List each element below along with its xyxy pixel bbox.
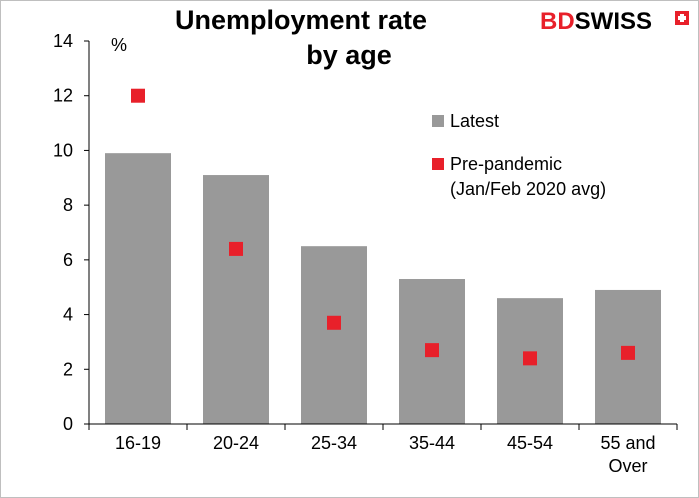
y-tick-label-5: 10 [53,140,73,160]
x-tick-label-4: 45-54 [507,433,553,453]
title-line-1: Unemployment rate [175,5,427,35]
axes [84,40,678,430]
chart-title: Unemployment rate by age [175,5,427,70]
marker-prepandemic-0 [131,88,145,103]
x-tick-label-0: 16-19 [115,433,161,453]
y-tick-label-6: 12 [53,86,73,106]
title-line-2: by age [306,40,392,70]
x-tick-label-1: 20-24 [213,433,259,453]
svg-text:BDSWISS: BDSWISS [540,8,652,35]
x-tick-label-5: 55 and [600,433,655,453]
y-tick-label-4: 8 [63,195,73,215]
legend-prepandemic-label: Pre-pandemic [450,154,562,174]
legend-prepandemic-swatch [432,158,444,170]
marker-prepandemic-3 [425,343,439,358]
legend-prepandemic-label-line2: (Jan/Feb 2020 avg) [450,179,606,199]
bar-latest-0 [105,153,171,424]
y-unit-label: % [111,35,127,55]
bdswiss-logo: BDSWISS [540,8,689,35]
legend-latest-swatch [432,115,444,127]
legend-latest-label: Latest [450,111,499,131]
x-tick-label-5-line2: Over [608,456,647,476]
marker-prepandemic-2 [327,315,341,330]
y-tick-labels: 0 2 4 6 8 10 12 14 [53,31,73,434]
x-tick-labels: 16-19 20-24 25-34 35-44 45-54 55 and Over [115,433,656,476]
logo-text-bd: BD [540,8,575,35]
marker-prepandemic-1 [229,241,243,256]
x-tick-label-3: 35-44 [409,433,455,453]
logo-text-swiss: SWISS [575,8,652,35]
y-tick-label-3: 6 [63,250,73,270]
logo-swiss-cross-icon [675,11,689,25]
marker-prepandemic-4 [523,351,537,366]
marker-prepandemic-5 [621,345,635,360]
markers [131,88,635,366]
bar-latest-2 [301,246,367,424]
y-tick-label-7: 14 [53,31,73,51]
x-tick-label-2: 25-34 [311,433,357,453]
bar-latest-1 [203,175,269,424]
y-tick-label-0: 0 [63,414,73,434]
y-tick-label-1: 2 [63,359,73,379]
legend: Latest Pre-pandemic (Jan/Feb 2020 avg) [432,111,606,199]
y-tick-label-2: 4 [63,305,73,325]
